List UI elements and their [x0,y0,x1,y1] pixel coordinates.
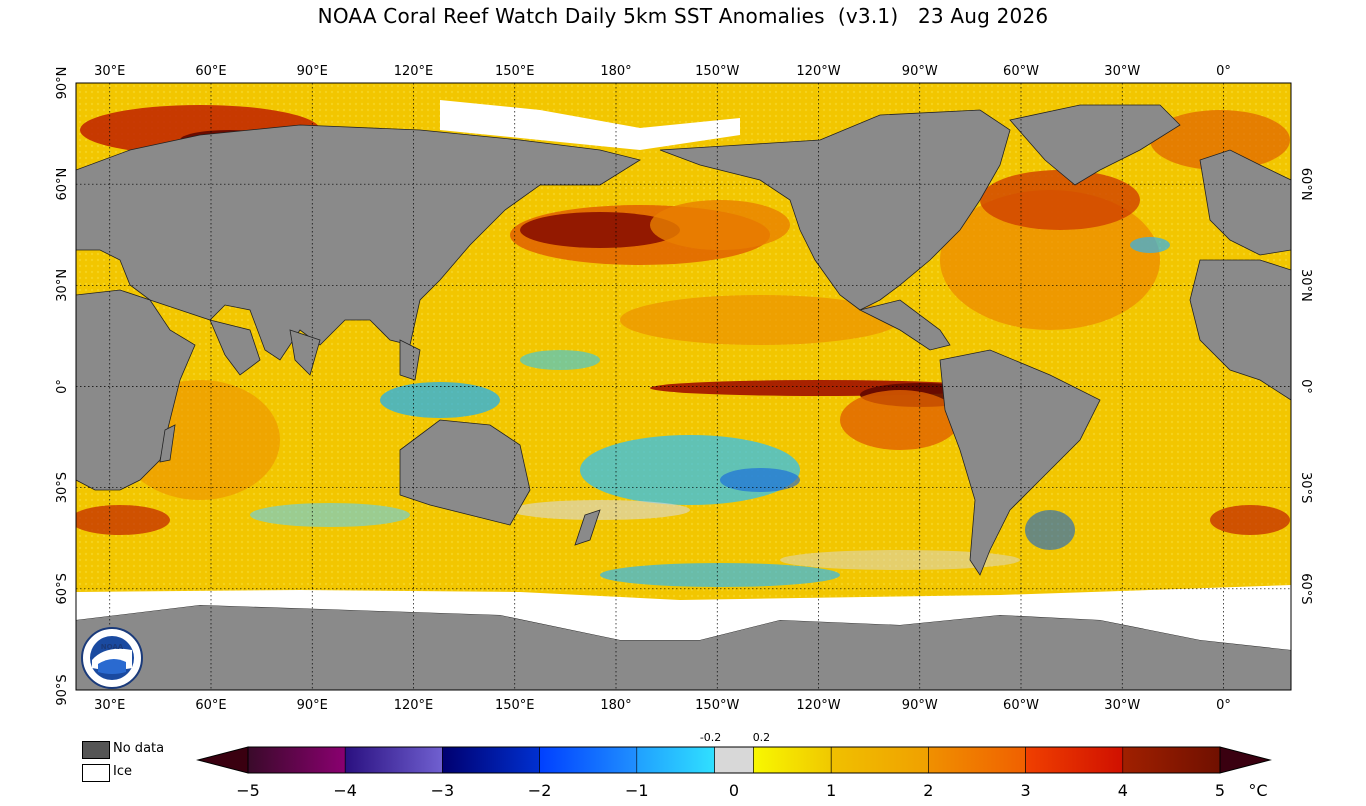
colorbar-tick-label: 2 [923,781,933,800]
lat-label-left: 30°N [55,269,70,302]
lon-label-bottom: 60°W [1003,698,1039,713]
lon-label-top: 120°W [796,64,840,79]
legend-no-data-swatch [82,741,110,759]
colorbar-tick-label: 3 [1021,781,1031,800]
colorbar-segment [714,746,754,774]
lon-label-bottom: 90°E [297,698,328,713]
lat-label-right: 0° [1298,379,1313,394]
colorbar-tick-label: 4 [1118,781,1128,800]
legend-ice-swatch [82,764,110,782]
lon-label-top: 150°E [495,64,535,79]
colorbar-segment [344,746,443,774]
lat-label-left: 0° [55,379,70,394]
colorbar-segment [442,746,540,774]
lon-label-bottom: 120°W [796,698,840,713]
colorbar-high-end [1219,746,1272,774]
lat-label-left: 90°S [55,674,70,705]
lon-label-bottom: 0° [1216,698,1231,713]
colorbar: −5 −4 −3 −2 −1 0 1 2 3 4 5 -0.2 0.2 °C [196,731,1272,800]
colorbar-tick-label: 5 [1215,781,1225,800]
colorbar-segment [830,746,929,774]
lon-label-top: 90°W [902,64,938,79]
lat-label-right: 60°N [1298,168,1313,201]
lon-label-top: 90°E [297,64,328,79]
lon-label-top: 60°E [195,64,226,79]
legend-ice-label: Ice [113,764,132,779]
colorbar-tick-label: 1 [826,781,836,800]
lat-label-right: 60°S [1298,573,1313,604]
colorbar-segment [1122,746,1221,774]
colorbar-tick-label: −5 [236,781,260,800]
lon-label-bottom: 150°W [695,698,739,713]
legend-no-data-label: No data [113,741,165,756]
colorbar-tick-label: 0 [729,781,739,800]
lon-label-bottom: 180° [600,698,631,713]
lon-label-top: 30°E [94,64,125,79]
lat-label-left: 30°S [55,472,70,503]
lon-label-bottom: 90°W [902,698,938,713]
lon-label-bottom: 120°E [394,698,434,713]
lon-label-bottom: 30°W [1104,698,1140,713]
lon-label-top: 30°W [1104,64,1140,79]
colorbar-small-label: -0.2 [700,731,721,744]
lon-label-bottom: 30°E [94,698,125,713]
colorbar-segment [928,746,1026,774]
colorbar-segment [247,746,346,774]
lon-label-bottom: 60°E [195,698,226,713]
lon-label-top: 150°W [695,64,739,79]
colorbar-small-label: 0.2 [753,731,771,744]
lon-label-bottom: 150°E [495,698,535,713]
colorbar-low-end [196,746,249,774]
lat-label-left: 90°N [55,67,70,100]
colorbar-tick-label: −3 [431,781,455,800]
colorbar-tick-label: −4 [333,781,357,800]
colorbar-segment [1025,746,1124,774]
noaa-logo: NOAA [81,627,143,689]
colorbar-unit: °C [1248,781,1267,800]
lat-label-right: 30°N [1298,269,1313,302]
graticule [76,83,1291,690]
colorbar-segment [636,746,715,774]
lat-label-left: 60°N [55,168,70,201]
colorbar-segment [753,746,832,774]
colorbar-tick-label: −1 [625,781,649,800]
lat-label-left: 60°S [55,573,70,604]
colorbar-tick-label: −2 [528,781,552,800]
lon-label-top: 120°E [394,64,434,79]
colorbar-segment [539,746,638,774]
lon-label-top: 60°W [1003,64,1039,79]
axis-labels: 30°E 30°E 60°E 60°E 90°E 90°E 120°E 120°E 150°E 1… [55,64,1313,713]
lon-label-top: 0° [1216,64,1231,79]
land-masses [76,104,1291,690]
page-title: NOAA Coral Reef Watch Daily 5km SST Anom… [317,4,1049,28]
lon-label-top: 180° [600,64,631,79]
noaa-logo-text: NOAA [101,643,124,651]
lat-label-right: 30°S [1298,472,1313,503]
